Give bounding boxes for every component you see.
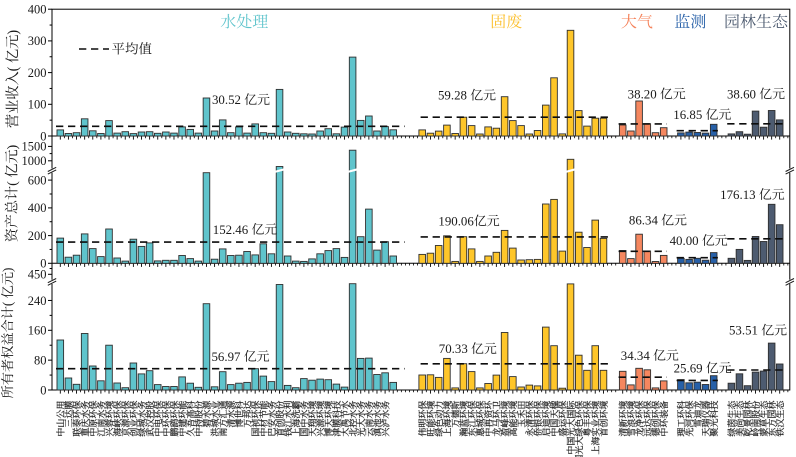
svg-text:300: 300: [28, 34, 47, 48]
svg-text:86.34: 86.34: [629, 214, 659, 228]
svg-text:160: 160: [28, 324, 47, 338]
svg-text:0: 0: [40, 257, 46, 271]
svg-text:1000: 1000: [22, 154, 47, 168]
svg-text:190.06: 190.06: [438, 214, 474, 228]
svg-text:0: 0: [40, 129, 46, 143]
svg-text:600: 600: [28, 173, 47, 187]
svg-text:200: 200: [28, 229, 47, 243]
svg-text:56.97: 56.97: [211, 350, 241, 364]
svg-text:70.33: 70.33: [439, 342, 468, 356]
svg-text:34.34: 34.34: [621, 349, 651, 363]
svg-text:200: 200: [28, 66, 47, 80]
svg-text:240: 240: [28, 294, 47, 308]
svg-text:80: 80: [34, 353, 47, 367]
svg-text:176.13: 176.13: [720, 188, 755, 202]
svg-text:30.52: 30.52: [212, 93, 241, 107]
svg-text:100: 100: [28, 98, 47, 112]
svg-text:16.85: 16.85: [673, 108, 702, 122]
svg-text:1500: 1500: [22, 140, 47, 154]
svg-text:): ): [5, 144, 21, 149]
svg-text:(: (: [0, 302, 15, 306]
svg-text:53.51: 53.51: [729, 324, 758, 338]
svg-text:25.69: 25.69: [674, 361, 703, 375]
svg-text:38.60: 38.60: [727, 87, 756, 101]
svg-text:(: (: [5, 66, 21, 71]
svg-text:0: 0: [40, 383, 46, 397]
svg-text:): ): [5, 30, 21, 35]
svg-text:(: (: [5, 181, 21, 186]
svg-text:38.20: 38.20: [628, 87, 657, 101]
svg-text:40.00: 40.00: [670, 234, 699, 248]
svg-text:): ): [0, 268, 15, 272]
svg-text:450: 450: [28, 268, 47, 282]
svg-text:59.28: 59.28: [438, 89, 467, 103]
svg-text:152.46: 152.46: [213, 223, 249, 237]
svg-text:400: 400: [28, 3, 47, 17]
svg-text:400: 400: [28, 201, 47, 215]
